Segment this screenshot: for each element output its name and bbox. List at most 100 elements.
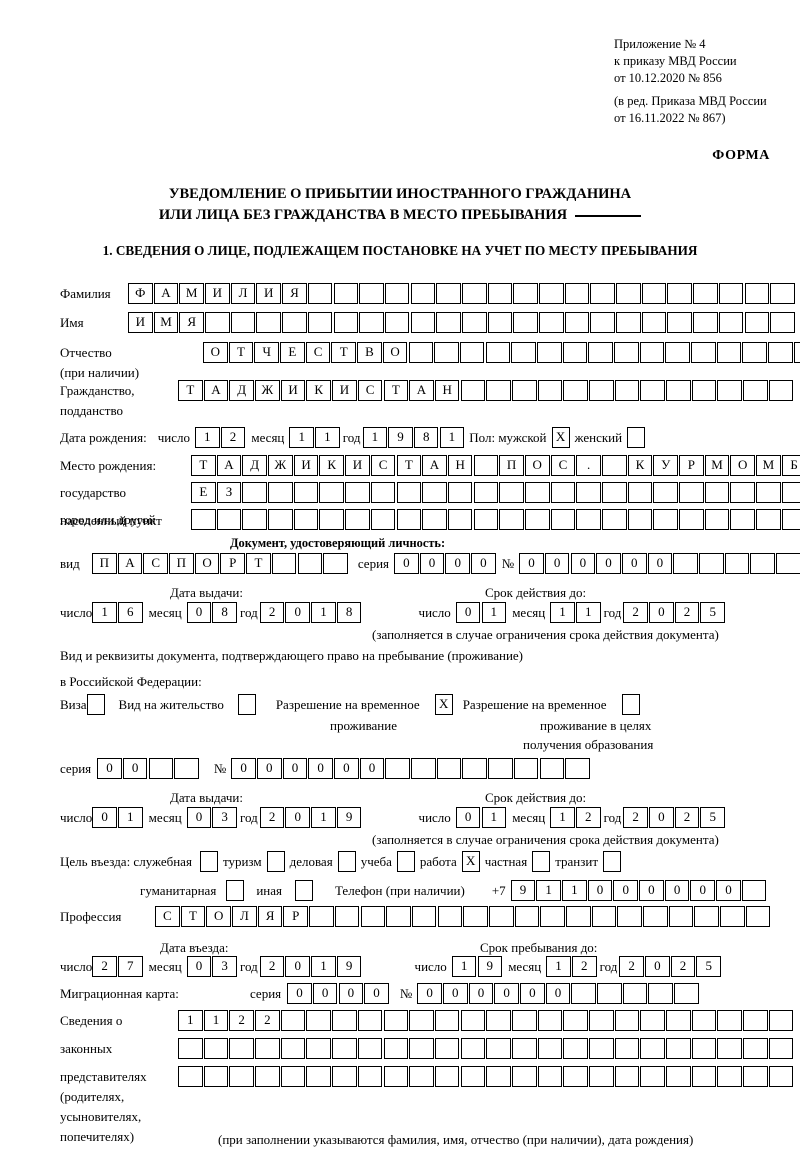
char-box[interactable]: 0	[231, 758, 256, 779]
char-box[interactable]	[282, 312, 307, 333]
char-box[interactable]: 0	[621, 553, 647, 574]
char-box[interactable]: М	[153, 312, 179, 333]
char-box[interactable]	[385, 758, 411, 779]
char-box[interactable]	[447, 509, 473, 530]
char-box[interactable]	[434, 1038, 460, 1059]
char-box[interactable]: 0	[519, 553, 544, 574]
char-box[interactable]: 6	[117, 602, 143, 623]
char-box[interactable]	[359, 312, 384, 333]
char-box[interactable]: П	[92, 553, 117, 574]
char-box[interactable]	[667, 312, 693, 333]
char-box[interactable]: Б	[781, 455, 800, 476]
checkbox-purpose-tourism[interactable]	[266, 851, 285, 872]
char-box[interactable]	[640, 1066, 665, 1087]
char-box[interactable]	[571, 983, 597, 1004]
char-box[interactable]	[576, 509, 601, 530]
char-box[interactable]	[679, 482, 704, 503]
char-box[interactable]: Ч	[254, 342, 279, 363]
char-box[interactable]: 2	[255, 1010, 280, 1031]
char-box[interactable]: 8	[212, 602, 237, 623]
char-box[interactable]: 0	[186, 807, 212, 828]
char-box[interactable]: К	[319, 455, 345, 476]
char-box[interactable]	[436, 283, 461, 304]
char-box[interactable]	[718, 283, 744, 304]
char-box[interactable]	[743, 1038, 768, 1059]
char-box[interactable]: 3	[212, 956, 237, 977]
char-box[interactable]	[694, 906, 720, 927]
char-box[interactable]: И	[280, 380, 306, 401]
char-box[interactable]	[720, 906, 745, 927]
char-box[interactable]: 0	[471, 553, 496, 574]
char-box[interactable]	[280, 1066, 306, 1087]
char-box[interactable]	[717, 1010, 743, 1031]
char-box[interactable]	[793, 342, 800, 363]
char-box[interactable]	[460, 1038, 486, 1059]
char-box[interactable]: О	[730, 455, 756, 476]
checkbox-purpose-official[interactable]	[199, 851, 218, 872]
checkbox-residence-permit[interactable]	[237, 694, 256, 715]
char-box[interactable]: Я	[179, 312, 204, 333]
char-box[interactable]	[566, 906, 591, 927]
char-box[interactable]	[741, 880, 767, 901]
char-box[interactable]	[319, 509, 345, 530]
char-box[interactable]	[333, 312, 359, 333]
char-box[interactable]: С	[550, 455, 576, 476]
char-box[interactable]	[473, 455, 499, 476]
char-box[interactable]	[666, 1038, 691, 1059]
char-box[interactable]	[511, 380, 537, 401]
char-box[interactable]	[648, 983, 674, 1004]
char-box[interactable]	[383, 1066, 409, 1087]
char-box[interactable]	[639, 342, 665, 363]
char-box[interactable]	[485, 342, 511, 363]
char-box[interactable]	[460, 380, 486, 401]
char-box[interactable]	[770, 312, 795, 333]
char-box[interactable]: 0	[442, 983, 468, 1004]
char-box[interactable]	[627, 509, 653, 530]
char-box[interactable]: П	[499, 455, 524, 476]
char-box[interactable]: 2	[619, 956, 644, 977]
char-box[interactable]: 2	[259, 956, 285, 977]
char-box[interactable]	[597, 983, 622, 1004]
char-box[interactable]: 8	[413, 427, 439, 448]
char-box[interactable]	[359, 283, 384, 304]
char-box[interactable]	[653, 509, 678, 530]
char-box[interactable]: 1	[536, 880, 561, 901]
char-box[interactable]	[679, 509, 704, 530]
char-box[interactable]	[537, 1066, 563, 1087]
checkbox-purpose-study[interactable]	[396, 851, 415, 872]
char-box[interactable]: 9	[510, 880, 536, 901]
char-box[interactable]: В	[357, 342, 382, 363]
char-box[interactable]: 1	[203, 1010, 229, 1031]
char-box[interactable]	[242, 482, 267, 503]
char-box[interactable]	[539, 283, 564, 304]
char-box[interactable]	[665, 342, 690, 363]
char-box[interactable]: Р	[220, 553, 246, 574]
char-box[interactable]	[756, 509, 781, 530]
char-box[interactable]: 0	[520, 983, 545, 1004]
char-box[interactable]: И	[128, 312, 153, 333]
char-box[interactable]	[563, 1066, 588, 1087]
char-box[interactable]	[268, 509, 293, 530]
char-box[interactable]: 0	[587, 880, 613, 901]
char-box[interactable]	[643, 906, 668, 927]
char-box[interactable]: 1	[575, 602, 601, 623]
char-box[interactable]: Т	[383, 380, 409, 401]
char-box[interactable]: 9	[388, 427, 413, 448]
char-box[interactable]	[768, 342, 793, 363]
char-box[interactable]	[730, 509, 756, 530]
char-box[interactable]	[410, 312, 436, 333]
char-box[interactable]	[616, 312, 641, 333]
char-box[interactable]: 0	[639, 880, 664, 901]
char-box[interactable]: 0	[285, 956, 311, 977]
char-box[interactable]	[562, 342, 588, 363]
